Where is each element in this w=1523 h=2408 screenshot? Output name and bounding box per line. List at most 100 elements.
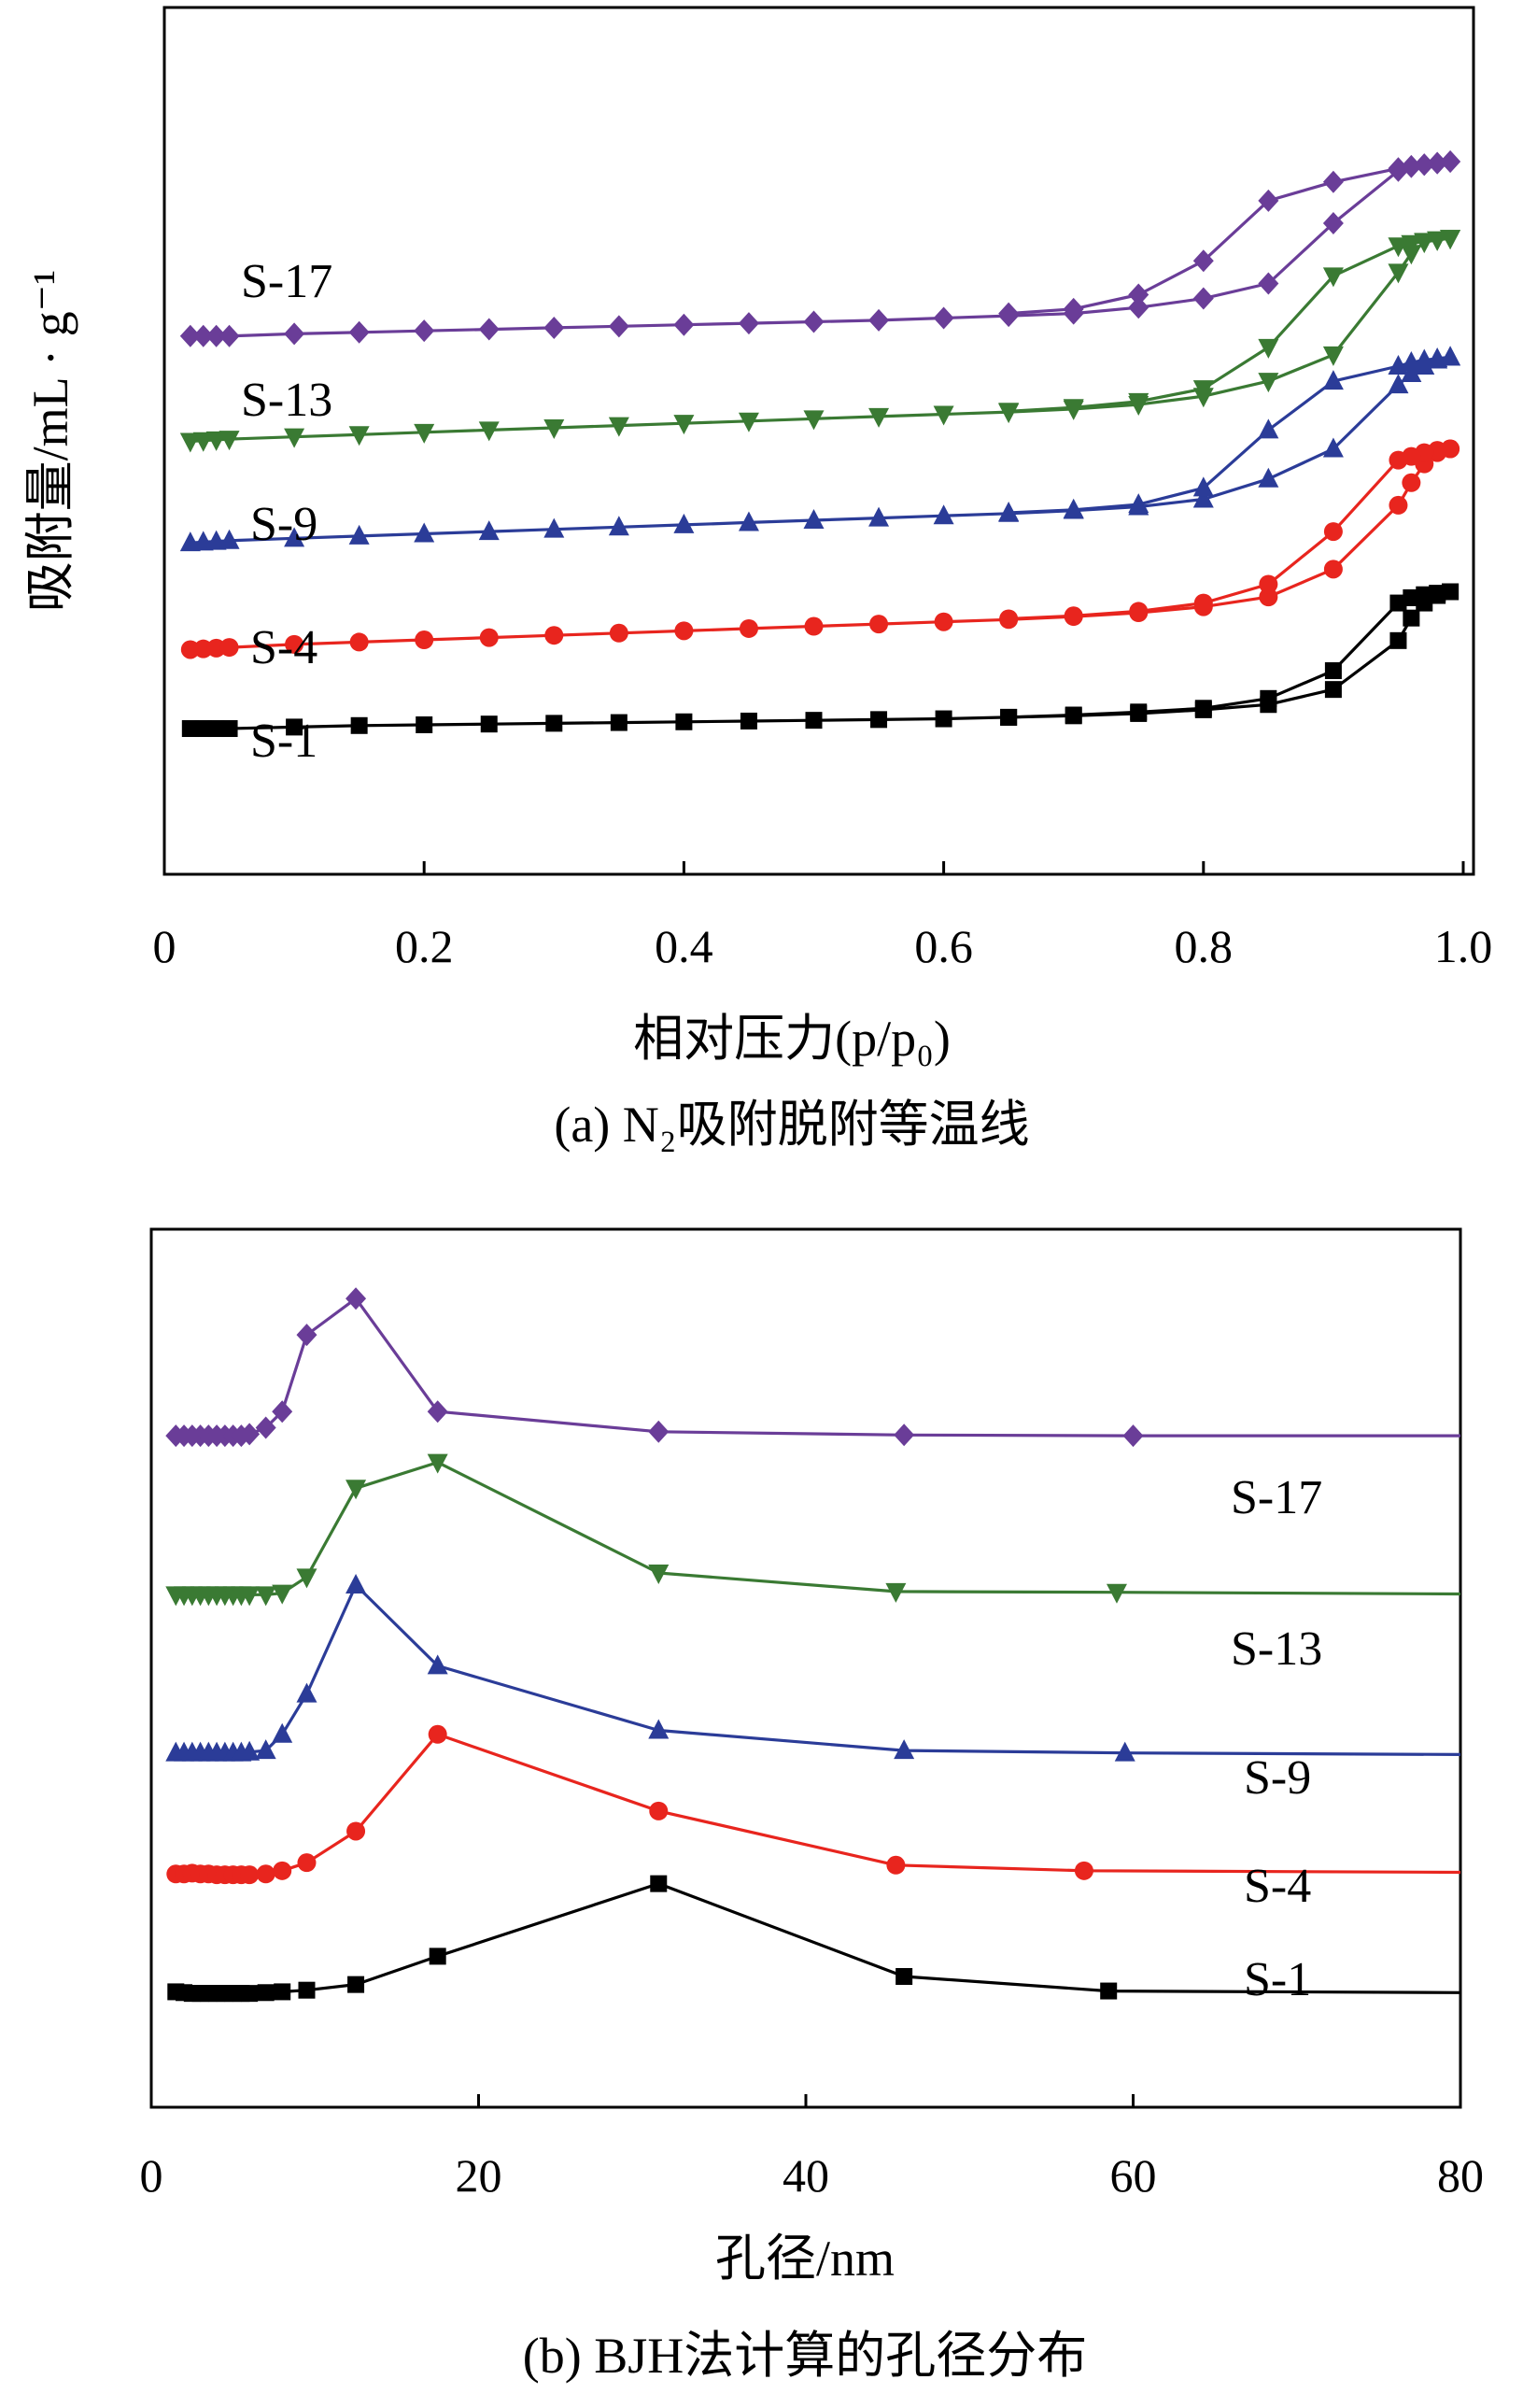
s-17-adsorption-point — [738, 312, 759, 335]
s-9-adsorption-point — [219, 529, 240, 549]
s-17-adsorption-point — [284, 322, 305, 346]
s-9-adsorption-point — [414, 522, 435, 543]
s-9-adsorption-point — [1258, 467, 1279, 488]
panel-b-label-s1: S-1 — [1244, 1953, 1311, 2006]
s-9-adsorption-point — [284, 527, 305, 547]
panel-b-x-axis-title: 孔径/nm — [715, 2231, 895, 2287]
s-17-adsorption-line — [190, 160, 1451, 338]
s-1-adsorption-point — [1324, 681, 1342, 699]
panel-a-label-s9: S-9 — [250, 498, 317, 551]
s-1-adsorption-point — [350, 716, 368, 734]
s-13-distribution-point — [1106, 1583, 1127, 1604]
s-1-adsorption-point — [480, 715, 498, 733]
s-13-adsorption-point — [543, 419, 565, 440]
s-4-adsorption-point — [674, 621, 694, 641]
s-1-desorption-point — [1260, 689, 1277, 707]
s-17-adsorption-point — [478, 318, 500, 341]
s-9-distribution-point — [296, 1682, 317, 1703]
s-17-distribution-point — [296, 1324, 317, 1347]
s-4-adsorption-point — [219, 638, 239, 658]
s-1-desorption-point — [1065, 706, 1082, 724]
s-13-adsorption-point — [673, 415, 695, 435]
s-1-desorption-point — [1194, 700, 1212, 717]
s-4-adsorption-point — [934, 612, 953, 631]
s-13-desorption-point — [998, 403, 1020, 423]
s-9-adsorption-point — [933, 504, 954, 525]
s-13-adsorption-point — [738, 412, 759, 432]
s-1-distribution-point — [650, 1875, 668, 1892]
s-1-adsorption-point — [207, 720, 225, 738]
s-13-distribution-point — [885, 1582, 907, 1603]
s-17-adsorption-point — [1258, 272, 1279, 295]
panel-a-label-s4: S-4 — [250, 621, 317, 674]
s-4-distribution-point — [273, 1861, 292, 1880]
s-17-desorption-point — [1322, 170, 1344, 193]
s-4-distribution-point — [256, 1864, 275, 1884]
series-s-1 — [167, 1875, 1461, 2003]
s-9-desorption-point — [1322, 370, 1344, 390]
s-17-desorption-point — [998, 302, 1020, 325]
s-17-distribution-point — [255, 1416, 276, 1439]
s-9-desorption-point — [998, 501, 1020, 521]
s-13-adsorption-point — [414, 423, 435, 444]
s-17-desorption-point — [1128, 283, 1149, 306]
s-1-desorption-point — [1442, 583, 1460, 601]
s-9-distribution-point — [427, 1654, 448, 1675]
s-13-distribution-point — [272, 1584, 293, 1605]
s-9-desorption-point — [1388, 355, 1409, 375]
s-9-adsorption-point — [1322, 437, 1344, 458]
panel-a-label-s17: S-17 — [241, 255, 332, 308]
s-17-distribution-point — [1122, 1424, 1144, 1448]
series-s-17 — [179, 150, 1461, 347]
s-17-distribution-point — [272, 1400, 293, 1424]
s-13-distribution-point — [239, 1586, 261, 1607]
s-17-adsorption-point — [192, 324, 214, 347]
s-13-adsorption-point — [1388, 263, 1409, 284]
s-9-desorption-line — [1008, 355, 1451, 515]
s-17-desorption-point — [1192, 249, 1214, 273]
s-4-adsorption-line — [190, 447, 1451, 652]
s-17-adsorption-point — [205, 324, 227, 347]
s-13-desorption-point — [1063, 399, 1084, 419]
s-9-distribution-point — [272, 1722, 293, 1743]
series-s-9 — [179, 346, 1461, 552]
s-4-distribution-point — [1074, 1861, 1093, 1880]
s-9-distribution-point — [648, 1719, 670, 1739]
panel-b-label-s17: S-17 — [1231, 1471, 1322, 1524]
s-13-adsorption-point — [933, 405, 954, 426]
s-17-adsorption-point — [543, 316, 565, 339]
series-s-13 — [165, 1453, 1461, 1607]
s-17-adsorption-point — [1322, 212, 1344, 235]
s-17-distribution-point — [648, 1420, 670, 1443]
s-17-adsorption-point — [673, 313, 695, 336]
panel-b-label-s13: S-13 — [1231, 1622, 1322, 1676]
s-17-adsorption-point — [414, 319, 435, 343]
s-17-distribution-point — [345, 1287, 367, 1310]
s-9-distribution-point — [1114, 1741, 1135, 1762]
s-17-distribution-point — [239, 1423, 261, 1446]
s-1-distribution-point — [895, 1968, 913, 1985]
s-4-desorption-point — [1389, 450, 1408, 470]
s-9-distribution-point — [345, 1573, 367, 1594]
panel-a-x-ticks: 0 0.2 0.4 0.6 0.8 1.0 — [153, 861, 1492, 972]
panel-a-x-tick-label: 0 — [153, 920, 176, 972]
s-4-adsorption-point — [1402, 473, 1421, 492]
s-1-distribution-point — [298, 1981, 316, 1999]
s-13-distribution-point — [296, 1568, 317, 1589]
panel-a-x-tick-label: 0.2 — [395, 920, 454, 972]
series-s-1 — [181, 583, 1460, 738]
s-4-adsorption-point — [609, 623, 628, 643]
s-4-adsorption-point — [1389, 495, 1408, 515]
s-17-distribution-point — [894, 1424, 915, 1447]
s-13-desorption-point — [1388, 237, 1409, 258]
panel-a-isotherms: 0 0.2 0.4 0.6 0.8 1.0 S-17 S-13 S-9 S-4 S-1 吸… — [22, 6, 1492, 1153]
s-13-adsorption-point — [348, 426, 370, 446]
s-9-distribution-point — [255, 1739, 276, 1760]
s-1-adsorption-point — [545, 715, 563, 732]
panel-b-series — [165, 1287, 1461, 2003]
s-9-desorption-point — [1128, 493, 1149, 514]
panel-b-x-tick-label: 60 — [1110, 2149, 1157, 2202]
s-9-distribution-point — [239, 1740, 261, 1761]
s-1-distribution-point — [274, 1983, 291, 2001]
